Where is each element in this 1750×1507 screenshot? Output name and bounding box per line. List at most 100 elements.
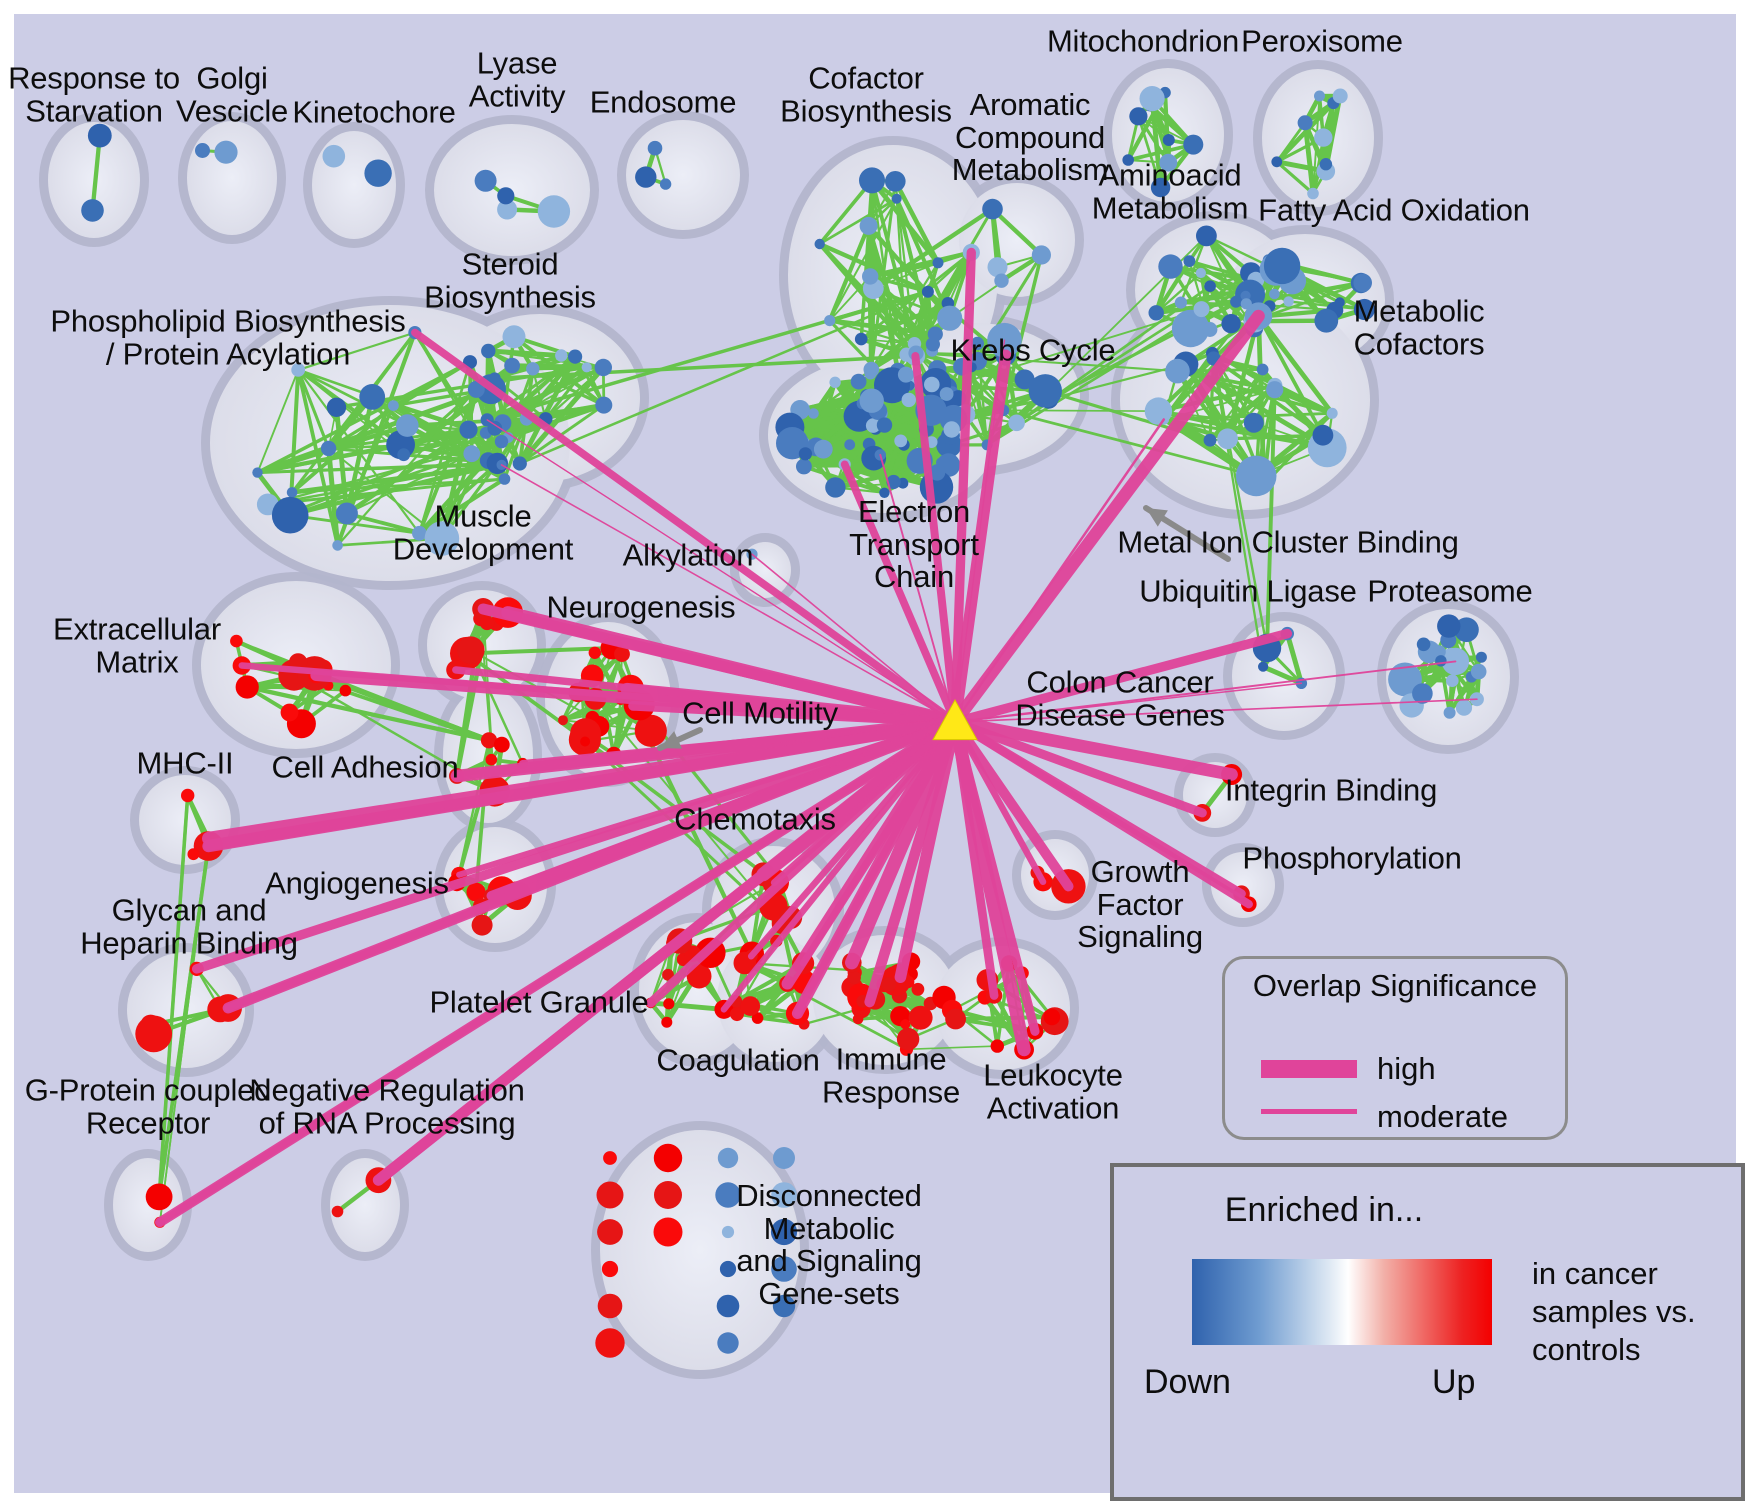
gene-set-node[interactable] xyxy=(1353,298,1375,321)
gene-set-node[interactable] xyxy=(537,195,571,228)
gene-set-node[interactable] xyxy=(881,977,897,992)
gene-set-node[interactable] xyxy=(994,273,1009,288)
gene-set-node[interactable] xyxy=(614,646,630,662)
gene-set-node[interactable] xyxy=(479,615,495,631)
gene-set-node[interactable] xyxy=(474,169,497,192)
gene-set-node[interactable] xyxy=(1470,663,1487,680)
gene-set-node[interactable] xyxy=(1195,267,1206,279)
gene-set-node[interactable] xyxy=(662,968,674,981)
gene-set-node[interactable] xyxy=(1148,305,1164,321)
gene-set-node[interactable] xyxy=(466,882,486,902)
gene-set-node[interactable] xyxy=(1204,280,1216,293)
gene-set-node[interactable] xyxy=(896,1027,920,1051)
gene-set-node[interactable] xyxy=(825,477,846,498)
gene-set-node[interactable] xyxy=(1388,662,1422,697)
gene-set-node[interactable] xyxy=(796,458,812,475)
gene-set-node[interactable] xyxy=(1435,655,1447,667)
gene-set-node[interactable] xyxy=(424,521,460,556)
gene-set-node[interactable] xyxy=(396,414,419,437)
gene-set-node[interactable] xyxy=(580,736,591,747)
gene-set-node[interactable] xyxy=(987,257,1008,278)
gene-set-node[interactable] xyxy=(1159,153,1178,172)
gene-set-node[interactable] xyxy=(1416,637,1431,652)
gene-set-node[interactable] xyxy=(187,848,200,861)
gene-set-node[interactable] xyxy=(335,502,358,525)
gene-set-node[interactable] xyxy=(1269,288,1280,300)
gene-set-node[interactable] xyxy=(719,1260,737,1278)
gene-set-node[interactable] xyxy=(485,753,498,766)
gene-set-node[interactable] xyxy=(900,1019,911,1030)
gene-set-node[interactable] xyxy=(214,140,238,164)
gene-set-node[interactable] xyxy=(634,714,667,747)
gene-set-node[interactable] xyxy=(932,257,944,269)
gene-set-node[interactable] xyxy=(1258,661,1269,672)
gene-set-node[interactable] xyxy=(497,199,518,220)
gene-set-node[interactable] xyxy=(894,434,908,448)
gene-set-node[interactable] xyxy=(808,408,819,419)
gene-set-node[interactable] xyxy=(1446,674,1459,687)
gene-set-node[interactable] xyxy=(885,171,906,192)
gene-set-node[interactable] xyxy=(847,970,861,985)
gene-set-node[interactable] xyxy=(1432,645,1446,659)
gene-set-node[interactable] xyxy=(751,1012,764,1024)
gene-set-node[interactable] xyxy=(814,238,825,250)
gene-set-node[interactable] xyxy=(730,1007,744,1022)
gene-set-node[interactable] xyxy=(1334,297,1345,308)
gene-set-node[interactable] xyxy=(1353,273,1372,293)
gene-set-node[interactable] xyxy=(457,636,485,664)
gene-set-node[interactable] xyxy=(901,392,916,408)
gene-set-node[interactable] xyxy=(647,140,663,156)
gene-set-node[interactable] xyxy=(412,525,427,541)
gene-set-node[interactable] xyxy=(654,1181,682,1209)
gene-set-node[interactable] xyxy=(721,1225,735,1239)
gene-set-node[interactable] xyxy=(1150,177,1171,198)
gene-set-node[interactable] xyxy=(982,198,1003,220)
gene-set-node[interactable] xyxy=(570,718,602,750)
gene-set-node[interactable] xyxy=(1240,290,1251,301)
gene-set-node[interactable] xyxy=(1162,134,1175,146)
gene-set-node[interactable] xyxy=(990,1039,1004,1053)
gene-set-node[interactable] xyxy=(286,487,298,498)
gene-set-node[interactable] xyxy=(1271,156,1283,168)
gene-set-node[interactable] xyxy=(1263,247,1301,285)
gene-set-node[interactable] xyxy=(1203,433,1217,447)
gene-set-node[interactable] xyxy=(927,326,943,342)
gene-set-node[interactable] xyxy=(1235,455,1277,497)
gene-set-node[interactable] xyxy=(230,634,243,648)
gene-set-node[interactable] xyxy=(502,325,526,349)
gene-set-node[interactable] xyxy=(601,1260,619,1278)
gene-set-node[interactable] xyxy=(331,1205,344,1218)
gene-set-node[interactable] xyxy=(359,384,386,410)
gene-set-node[interactable] xyxy=(471,914,493,936)
gene-set-node[interactable] xyxy=(813,439,833,459)
gene-set-node[interactable] xyxy=(945,1008,966,1030)
gene-set-node[interactable] xyxy=(596,1181,624,1209)
gene-set-node[interactable] xyxy=(886,474,901,490)
gene-set-node[interactable] xyxy=(850,373,867,390)
gene-set-node[interactable] xyxy=(271,496,309,534)
gene-set-node[interactable] xyxy=(597,1293,623,1319)
gene-set-node[interactable] xyxy=(459,420,478,439)
gene-set-node[interactable] xyxy=(1193,301,1210,318)
gene-set-node[interactable] xyxy=(716,1294,740,1318)
gene-set-node[interactable] xyxy=(1217,428,1238,450)
gene-set-node[interactable] xyxy=(1171,309,1210,348)
gene-set-node[interactable] xyxy=(1475,651,1487,663)
gene-set-node[interactable] xyxy=(864,367,877,380)
gene-set-node[interactable] xyxy=(876,417,893,433)
gene-set-node[interactable] xyxy=(937,305,963,331)
gene-set-node[interactable] xyxy=(1028,374,1063,408)
gene-set-node[interactable] xyxy=(659,178,672,190)
gene-set-node[interactable] xyxy=(595,396,613,414)
gene-set-node[interactable] xyxy=(771,1182,797,1208)
gene-set-node[interactable] xyxy=(897,366,914,383)
gene-set-node[interactable] xyxy=(588,646,601,659)
gene-set-node[interactable] xyxy=(594,358,612,377)
gene-set-node[interactable] xyxy=(661,1016,673,1028)
gene-set-node[interactable] xyxy=(859,216,878,235)
gene-set-node[interactable] xyxy=(844,439,856,451)
gene-set-node[interactable] xyxy=(1144,397,1173,425)
gene-set-node[interactable] xyxy=(595,1328,625,1358)
gene-set-node[interactable] xyxy=(1326,407,1338,419)
gene-set-node[interactable] xyxy=(291,363,306,377)
